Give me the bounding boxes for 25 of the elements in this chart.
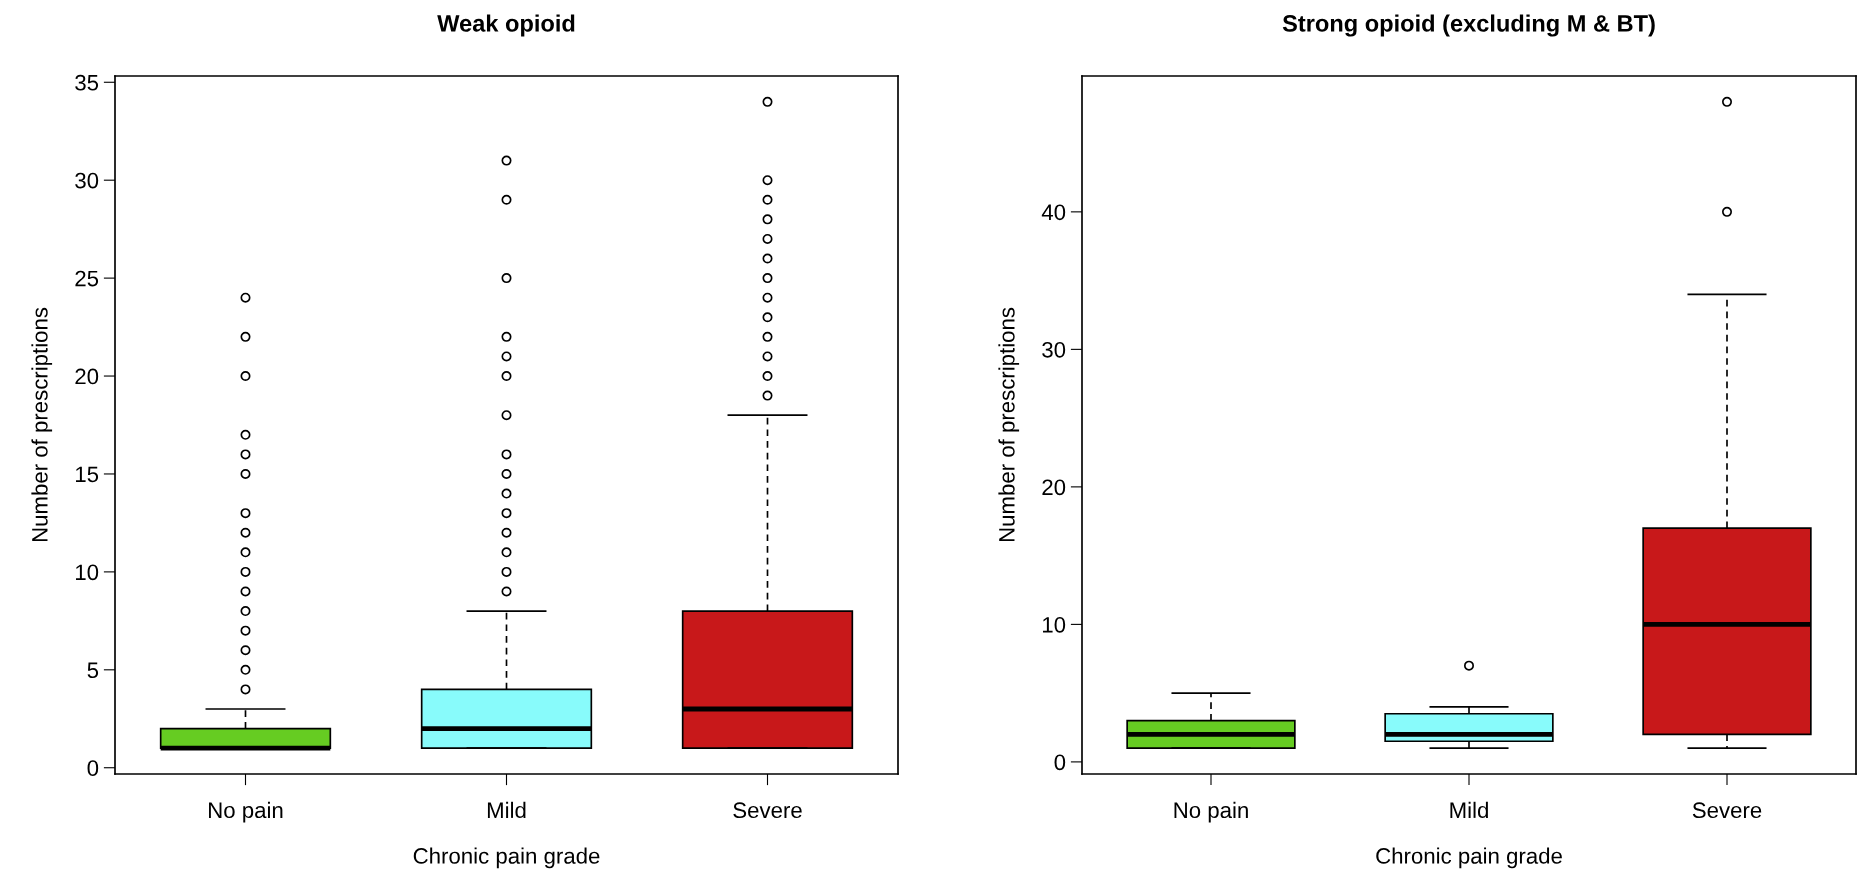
y-tick-label: 0 xyxy=(87,760,99,776)
chart-title: Weak opioid xyxy=(437,14,575,37)
y-axis-title: Number of prescriptions xyxy=(998,307,1020,542)
y-tick-label: 20 xyxy=(75,368,99,385)
x-tick-label: Mild xyxy=(1450,801,1488,819)
x-tick-label: Severe xyxy=(1692,802,1762,819)
x-tick-label: Mild xyxy=(487,801,526,819)
chart-title: Strong opioid (excluding M & BT) xyxy=(1282,14,1655,37)
y-tick-label: 30 xyxy=(75,172,99,189)
x-tick-label: Severe xyxy=(733,802,802,819)
y-tick-label: 15 xyxy=(76,466,99,483)
y-tick-label: 20 xyxy=(1042,479,1066,496)
y-tick-label: 5 xyxy=(87,662,99,679)
y-tick-label: 30 xyxy=(1042,341,1066,358)
y-tick-label: 10 xyxy=(1043,616,1066,633)
y-tick-label: 40 xyxy=(1041,204,1066,221)
x-axis-title: Chronic pain grade xyxy=(413,847,600,869)
x-axis-title: Chronic pain grade xyxy=(1376,847,1562,869)
x-tick-label: No pain xyxy=(1174,801,1248,823)
y-tick-label: 0 xyxy=(1054,754,1066,771)
y-tick-label: 10 xyxy=(76,564,99,581)
y-axis-title: Number of prescriptions xyxy=(31,307,53,542)
y-tick-label: 25 xyxy=(75,270,99,287)
y-tick-label: 35 xyxy=(75,74,99,91)
x-tick-label: No pain xyxy=(209,801,283,823)
